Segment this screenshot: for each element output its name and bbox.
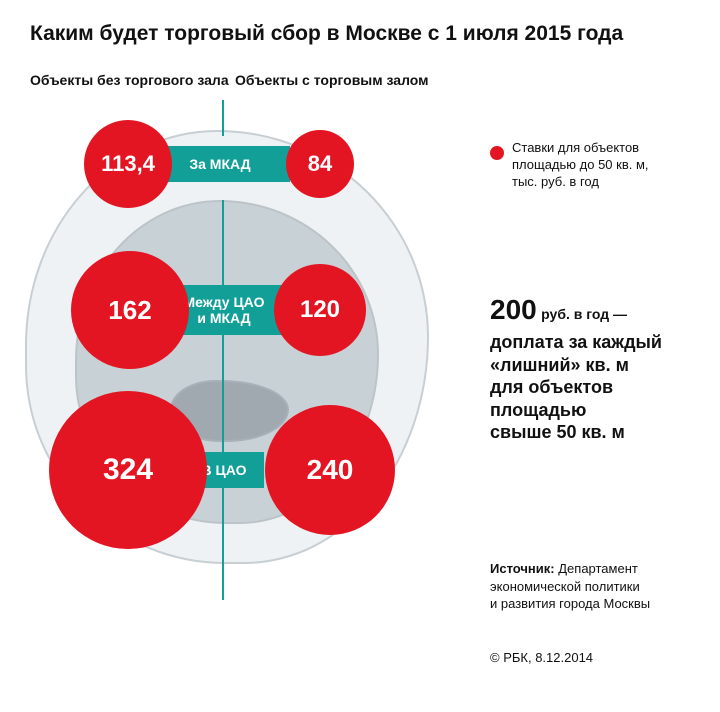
side-note-value: 200 bbox=[490, 294, 537, 325]
side-note-unit: руб. в год — bbox=[541, 306, 627, 322]
center-divider bbox=[222, 100, 224, 136]
value-circle-left: 113,4 bbox=[84, 120, 172, 208]
legend-text: Ставки для объектов площадью до 50 кв. м… bbox=[512, 140, 649, 191]
infographic-stage: Каким будет торговый сбор в Москве с 1 и… bbox=[0, 0, 720, 712]
value-circle-right: 120 bbox=[274, 264, 366, 356]
page-title: Каким будет торговый сбор в Москве с 1 и… bbox=[30, 22, 623, 46]
column-header-left: Объекты без торгового зала bbox=[30, 72, 229, 88]
value-circle-left: 324 bbox=[49, 391, 207, 549]
column-header-right: Объекты с торговым залом bbox=[235, 72, 429, 88]
side-note: 200 руб. в год — доплата за каждый «лишни… bbox=[490, 292, 690, 444]
value-circle-left: 162 bbox=[71, 251, 189, 369]
source-label: Источник: bbox=[490, 561, 555, 576]
side-note-body: доплата за каждый «лишний» кв. м для объ… bbox=[490, 331, 662, 444]
center-divider bbox=[222, 200, 224, 600]
value-circle-right: 240 bbox=[265, 405, 395, 535]
legend-dot-icon bbox=[490, 146, 504, 160]
value-circle-right: 84 bbox=[286, 130, 354, 198]
copyright-text: © РБК, 8.12.2014 bbox=[490, 650, 593, 665]
source-text: Источник: Департамент экономической поли… bbox=[490, 560, 695, 613]
